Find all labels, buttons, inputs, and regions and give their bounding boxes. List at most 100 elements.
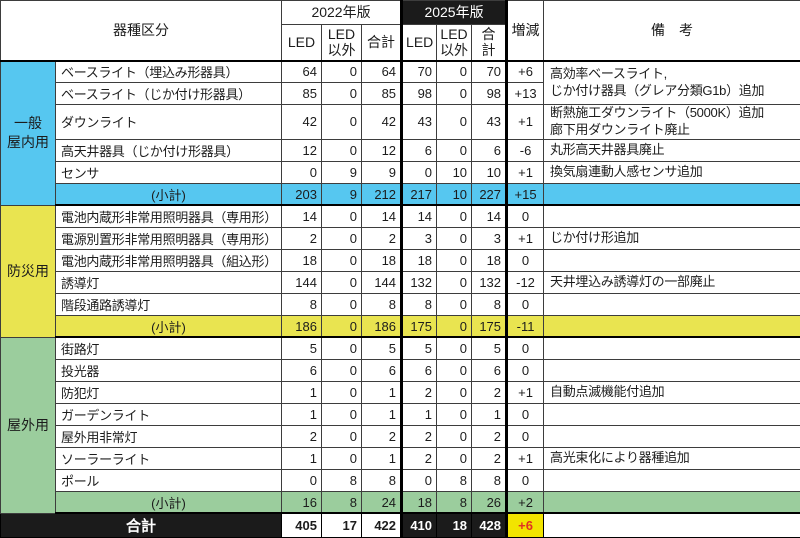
change-value: +6 [507, 61, 544, 83]
remark-text: 自動点滅機能付追加 [544, 381, 800, 403]
subtotal-change: +15 [507, 183, 544, 205]
total-label: 合計 [1, 513, 282, 537]
value-2022-total: 9 [362, 161, 402, 183]
value-2022-led: 405 [282, 513, 322, 537]
value-2022-total: 5 [362, 337, 402, 359]
change-value: -12 [507, 271, 544, 293]
change-value: +13 [507, 83, 544, 105]
value-2025-led: 70 [402, 61, 437, 83]
value-2022-led: 8 [282, 293, 322, 315]
remark-text: 断熱施工ダウンライト（5000K）追加 廊下用ダウンライト廃止 [544, 105, 800, 140]
value-2025-nonled: 0 [437, 359, 472, 381]
value-2025-nonled: 0 [437, 447, 472, 469]
value-2025-nonled: 0 [437, 381, 472, 403]
remark-text: 換気扇連動人感センサ追加 [544, 161, 800, 183]
value-2022-total: 42 [362, 105, 402, 140]
value-2022-led: 42 [282, 105, 322, 140]
item-name: 投光器 [56, 359, 282, 381]
value-2022-led: 18 [282, 249, 322, 271]
value-2022-led: 203 [282, 183, 322, 205]
value-2025-led: 2 [402, 447, 437, 469]
value-2025-total: 6 [472, 359, 507, 381]
value-2025-led: 132 [402, 271, 437, 293]
change-value: -6 [507, 139, 544, 161]
value-2022-nonled: 0 [322, 403, 362, 425]
item-name: ベースライト（埋込み形器具） [56, 61, 282, 83]
value-2025-total: 3 [472, 227, 507, 249]
value-2022-led: 144 [282, 271, 322, 293]
value-2022-nonled: 9 [322, 183, 362, 205]
value-2022-total: 1 [362, 403, 402, 425]
value-2022-total: 2 [362, 227, 402, 249]
remark-text: 丸形高天井器具廃止 [544, 139, 800, 161]
group-label: 一般 屋内用 [1, 61, 56, 206]
value-2022-total: 2 [362, 425, 402, 447]
value-2022-nonled: 0 [322, 381, 362, 403]
change-value: 0 [507, 293, 544, 315]
remark-text [544, 359, 800, 381]
remark-text: じか付け形追加 [544, 227, 800, 249]
value-2025-led: 3 [402, 227, 437, 249]
value-2025-nonled: 0 [437, 105, 472, 140]
subtotal-label: (小計) [56, 491, 282, 513]
remarks-header: 備 考 [544, 1, 800, 61]
change-value: +1 [507, 105, 544, 140]
item-name: 街路灯 [56, 337, 282, 359]
value-2025-led: 175 [402, 315, 437, 337]
value-2025-nonled: 0 [437, 271, 472, 293]
value-2022-total: 18 [362, 249, 402, 271]
subtotal-remark [544, 183, 800, 205]
total-2025-led: 410 [402, 513, 437, 537]
value-2025-total: 14 [472, 205, 507, 227]
remark-text [544, 337, 800, 359]
value-2022-total: 8 [362, 293, 402, 315]
col-2022-nonled: LED以外 [322, 25, 362, 61]
value-2025-led: 217 [402, 183, 437, 205]
value-2022-led: 0 [282, 469, 322, 491]
value-2025-nonled: 8 [437, 469, 472, 491]
value-2025-total: 2 [472, 381, 507, 403]
value-2025-led: 98 [402, 83, 437, 105]
value-2022-led: 85 [282, 83, 322, 105]
value-2025-total: 227 [472, 183, 507, 205]
value-2025-total: 43 [472, 105, 507, 140]
change-value: 0 [507, 337, 544, 359]
value-2022-nonled: 0 [322, 425, 362, 447]
value-2025-led: 43 [402, 105, 437, 140]
item-name: ガーデンライト [56, 403, 282, 425]
value-2022-led: 1 [282, 447, 322, 469]
value-2022-led: 6 [282, 359, 322, 381]
col-2022-led: LED [282, 25, 322, 61]
subtotal-label: (小計) [56, 315, 282, 337]
value-2022-total: 8 [362, 469, 402, 491]
value-2025-nonled: 10 [437, 161, 472, 183]
value-2022-nonled: 0 [322, 447, 362, 469]
value-2025-led: 6 [402, 359, 437, 381]
value-2022-total: 12 [362, 139, 402, 161]
col-2025-total: 合計 [472, 25, 507, 61]
value-2025-total: 2 [472, 447, 507, 469]
value-2022-total: 144 [362, 271, 402, 293]
value-2025-nonled: 0 [437, 205, 472, 227]
value-2022-total: 186 [362, 315, 402, 337]
group-label: 屋外用 [1, 337, 56, 513]
value-2022-total: 212 [362, 183, 402, 205]
value-2025-total: 70 [472, 61, 507, 83]
item-name: 電池内蔵形非常用照明器具（組込形） [56, 249, 282, 271]
change-value: 0 [507, 359, 544, 381]
value-2022-nonled: 0 [322, 337, 362, 359]
value-2025-total: 18 [472, 249, 507, 271]
value-2022-led: 1 [282, 381, 322, 403]
remark-text [544, 293, 800, 315]
value-2025-total: 26 [472, 491, 507, 513]
value-2025-led: 18 [402, 249, 437, 271]
year-2025-header: 2025年版 [402, 1, 507, 25]
